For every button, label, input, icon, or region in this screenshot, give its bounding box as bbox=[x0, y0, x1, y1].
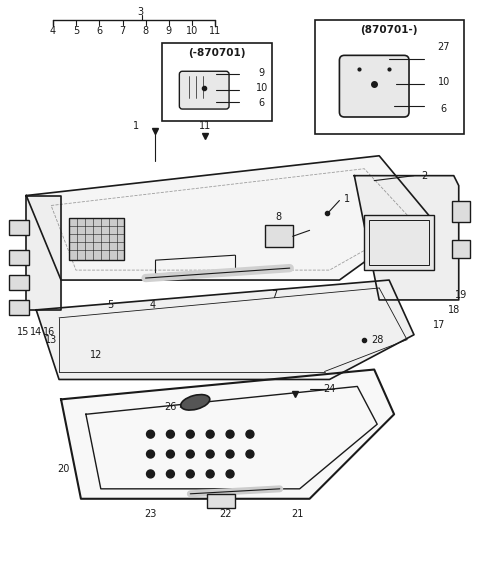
Text: 7: 7 bbox=[272, 290, 278, 300]
Circle shape bbox=[246, 430, 254, 438]
Circle shape bbox=[226, 430, 234, 438]
Text: 13: 13 bbox=[45, 335, 57, 344]
Bar bbox=[9, 275, 29, 290]
Bar bbox=[369, 220, 429, 265]
Bar bbox=[9, 250, 29, 265]
Text: 6: 6 bbox=[441, 104, 447, 114]
Text: 18: 18 bbox=[448, 305, 460, 315]
Text: 9: 9 bbox=[166, 27, 172, 36]
Circle shape bbox=[186, 470, 194, 478]
Circle shape bbox=[146, 430, 155, 438]
Text: 11: 11 bbox=[199, 121, 211, 131]
Text: 7: 7 bbox=[120, 27, 126, 36]
Circle shape bbox=[146, 450, 155, 458]
Text: 21: 21 bbox=[291, 509, 304, 519]
Text: 23: 23 bbox=[144, 509, 156, 519]
Text: 8: 8 bbox=[143, 27, 149, 36]
FancyBboxPatch shape bbox=[180, 72, 229, 109]
Text: 3: 3 bbox=[138, 6, 144, 17]
Bar bbox=[207, 494, 235, 508]
Ellipse shape bbox=[181, 395, 210, 410]
Circle shape bbox=[246, 450, 254, 458]
Text: 22: 22 bbox=[219, 509, 231, 519]
Circle shape bbox=[186, 450, 194, 458]
FancyBboxPatch shape bbox=[339, 55, 409, 117]
Circle shape bbox=[146, 470, 155, 478]
Text: 8: 8 bbox=[276, 212, 282, 222]
Text: 24: 24 bbox=[324, 384, 336, 395]
Text: (870701-): (870701-) bbox=[360, 24, 418, 35]
Circle shape bbox=[167, 470, 174, 478]
Text: 4: 4 bbox=[50, 27, 56, 36]
Polygon shape bbox=[26, 156, 429, 280]
Text: 11: 11 bbox=[209, 27, 221, 36]
Circle shape bbox=[167, 450, 174, 458]
Bar bbox=[452, 240, 469, 258]
Text: 27: 27 bbox=[438, 42, 450, 53]
Circle shape bbox=[206, 470, 214, 478]
Text: 28: 28 bbox=[371, 335, 384, 344]
Text: 6: 6 bbox=[259, 98, 265, 108]
Polygon shape bbox=[26, 196, 61, 310]
Polygon shape bbox=[354, 175, 459, 300]
Text: 19: 19 bbox=[455, 290, 467, 300]
Text: 5: 5 bbox=[108, 300, 114, 310]
Text: 5: 5 bbox=[73, 27, 79, 36]
Circle shape bbox=[167, 430, 174, 438]
Text: 10: 10 bbox=[438, 77, 450, 87]
Text: 2: 2 bbox=[421, 171, 427, 181]
Bar bbox=[9, 300, 29, 315]
Bar bbox=[314, 20, 464, 134]
Text: 4: 4 bbox=[149, 300, 156, 310]
Polygon shape bbox=[36, 280, 414, 380]
Bar bbox=[69, 219, 124, 260]
Bar bbox=[162, 43, 272, 121]
Text: 12: 12 bbox=[90, 350, 102, 359]
Bar bbox=[452, 201, 469, 222]
Text: 17: 17 bbox=[432, 320, 445, 330]
Text: (-870701): (-870701) bbox=[188, 48, 246, 58]
Polygon shape bbox=[61, 369, 394, 499]
Text: 1: 1 bbox=[344, 193, 350, 204]
Text: 10: 10 bbox=[186, 27, 198, 36]
Bar bbox=[364, 215, 434, 270]
Text: 9: 9 bbox=[259, 68, 265, 78]
Text: 16: 16 bbox=[43, 327, 55, 337]
Text: 15: 15 bbox=[17, 327, 29, 337]
Text: 26: 26 bbox=[164, 402, 177, 413]
Bar bbox=[265, 226, 293, 247]
Circle shape bbox=[206, 430, 214, 438]
Text: 6: 6 bbox=[96, 27, 102, 36]
Bar bbox=[9, 220, 29, 235]
Circle shape bbox=[206, 450, 214, 458]
Text: 1: 1 bbox=[132, 121, 139, 131]
Circle shape bbox=[226, 470, 234, 478]
Text: 10: 10 bbox=[256, 83, 268, 93]
Text: 20: 20 bbox=[57, 464, 69, 474]
Circle shape bbox=[186, 430, 194, 438]
Circle shape bbox=[226, 450, 234, 458]
Text: 14: 14 bbox=[30, 327, 42, 337]
